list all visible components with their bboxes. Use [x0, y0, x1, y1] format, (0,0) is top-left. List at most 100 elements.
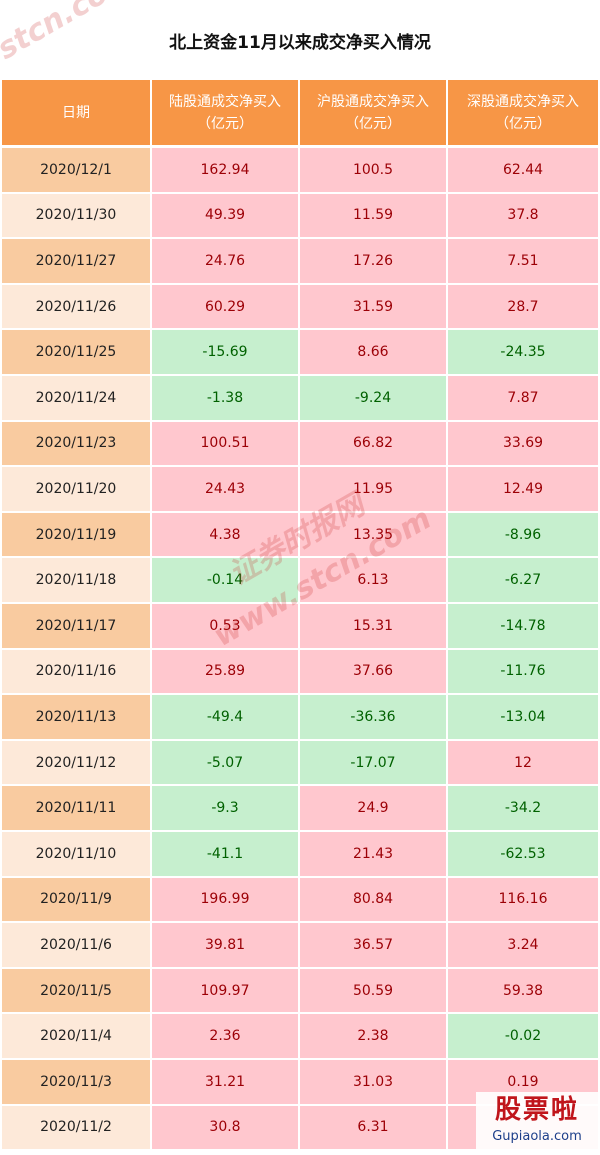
value-cell: 12: [448, 740, 598, 785]
header-cell: 陆股通成交净买入 （亿元）: [152, 80, 298, 145]
value-cell: -14.78: [448, 604, 598, 648]
value-cell: -6.27: [448, 558, 598, 602]
value-cell: 31.59: [300, 284, 446, 329]
value-cell: 7.51: [448, 239, 598, 283]
header-text: 沪股通成交净买入: [317, 93, 429, 110]
value-cell: 12.49: [448, 467, 598, 511]
header-text: 深股通成交净买入: [467, 93, 579, 110]
value-cell: 80.84: [300, 877, 446, 922]
date-cell: 2020/11/13: [2, 695, 150, 739]
value-cell: 60.29: [152, 284, 298, 329]
value-cell: 13.35: [300, 512, 446, 557]
date-cell: 2020/11/16: [2, 649, 150, 694]
header-cell: 日期: [2, 80, 150, 145]
value-cell: 28.7: [448, 284, 598, 329]
value-cell: 196.99: [152, 877, 298, 922]
value-cell: 11.59: [300, 193, 446, 238]
value-cell: 4.38: [152, 512, 298, 557]
date-cell: 2020/11/24: [2, 376, 150, 420]
value-cell: -36.36: [300, 695, 446, 739]
value-cell: 66.82: [300, 421, 446, 466]
value-cell: 37.66: [300, 649, 446, 694]
date-cell: 2020/11/11: [2, 786, 150, 830]
value-cell: 6.31: [300, 1105, 446, 1150]
date-cell: 2020/11/6: [2, 923, 150, 967]
value-cell: -49.4: [152, 695, 298, 739]
value-cell: 37.8: [448, 193, 598, 238]
value-cell: 33.69: [448, 421, 598, 466]
date-cell: 2020/11/26: [2, 284, 150, 329]
date-cell: 2020/11/9: [2, 877, 150, 922]
date-cell: 2020/11/20: [2, 467, 150, 511]
value-cell: 162.94: [152, 148, 298, 192]
value-cell: -15.69: [152, 330, 298, 374]
value-cell: -9.3: [152, 786, 298, 830]
value-cell: 49.39: [152, 193, 298, 238]
date-cell: 2020/11/4: [2, 1014, 150, 1058]
value-cell: 15.31: [300, 604, 446, 648]
value-cell: 36.57: [300, 923, 446, 967]
logo-text: 股票啦: [494, 1095, 579, 1125]
date-cell: 2020/11/23: [2, 421, 150, 466]
value-cell: -9.24: [300, 376, 446, 420]
value-cell: 25.89: [152, 649, 298, 694]
header-text: 日期: [62, 104, 90, 121]
date-cell: 2020/11/18: [2, 558, 150, 602]
value-cell: 2.38: [300, 1014, 446, 1058]
value-cell: -34.2: [448, 786, 598, 830]
value-cell: 24.43: [152, 467, 298, 511]
date-cell: 2020/11/3: [2, 1060, 150, 1104]
date-cell: 2020/11/5: [2, 968, 150, 1013]
date-cell: 2020/11/17: [2, 604, 150, 648]
value-cell: 59.38: [448, 968, 598, 1013]
date-cell: 2020/11/27: [2, 239, 150, 283]
date-cell: 2020/11/10: [2, 832, 150, 876]
value-cell: -17.07: [300, 740, 446, 785]
value-cell: -41.1: [152, 832, 298, 876]
header-cell: 深股通成交净买入 （亿元）: [448, 80, 598, 145]
value-cell: -62.53: [448, 832, 598, 876]
header-text: （亿元）: [495, 115, 551, 132]
date-cell: 2020/11/19: [2, 512, 150, 557]
value-cell: -0.02: [448, 1014, 598, 1058]
value-cell: 24.76: [152, 239, 298, 283]
value-cell: 62.44: [448, 148, 598, 192]
date-cell: 2020/11/2: [2, 1105, 150, 1150]
value-cell: -24.35: [448, 330, 598, 374]
value-cell: 24.9: [300, 786, 446, 830]
header-cell: 沪股通成交净买入 （亿元）: [300, 80, 446, 145]
date-cell: 2020/11/12: [2, 740, 150, 785]
value-cell: 109.97: [152, 968, 298, 1013]
value-cell: 30.8: [152, 1105, 298, 1150]
value-cell: -1.38: [152, 376, 298, 420]
value-cell: 2.36: [152, 1014, 298, 1058]
date-cell: 2020/12/1: [2, 148, 150, 192]
value-cell: 6.13: [300, 558, 446, 602]
value-cell: 7.87: [448, 376, 598, 420]
date-cell: 2020/11/30: [2, 193, 150, 238]
value-cell: 11.95: [300, 467, 446, 511]
value-cell: -0.14: [152, 558, 298, 602]
value-cell: -11.76: [448, 649, 598, 694]
value-cell: -8.96: [448, 512, 598, 557]
value-cell: 100.5: [300, 148, 446, 192]
value-cell: -13.04: [448, 695, 598, 739]
title: 北上资金11月以来成交净买入情况: [169, 33, 431, 53]
header-text: 陆股通成交净买入: [169, 93, 281, 110]
value-cell: 31.03: [300, 1060, 446, 1104]
logo-url: Gupiaola.com: [492, 1129, 582, 1144]
date-cell: 2020/11/25: [2, 330, 150, 374]
header-text: （亿元）: [345, 115, 401, 132]
value-cell: 8.66: [300, 330, 446, 374]
header-text: （亿元）: [197, 115, 253, 132]
value-cell: 21.43: [300, 832, 446, 876]
value-cell: 39.81: [152, 923, 298, 967]
logo: 股票啦 Gupiaola.com: [476, 1092, 598, 1152]
value-cell: 0.53: [152, 604, 298, 648]
value-cell: 3.24: [448, 923, 598, 967]
value-cell: 50.59: [300, 968, 446, 1013]
value-cell: 100.51: [152, 421, 298, 466]
value-cell: 116.16: [448, 877, 598, 922]
value-cell: 31.21: [152, 1060, 298, 1104]
